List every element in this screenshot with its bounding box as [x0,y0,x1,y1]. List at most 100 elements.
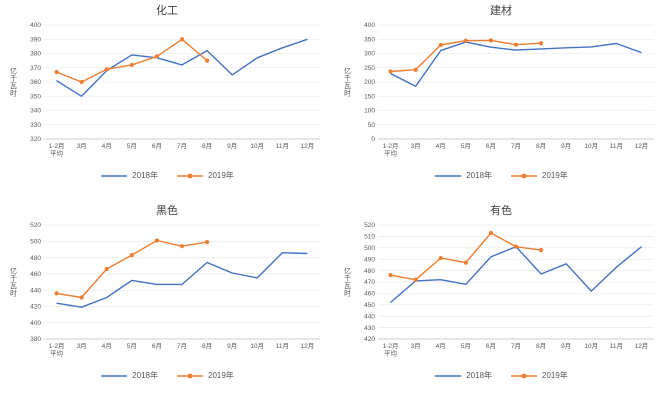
data-point [388,69,393,74]
y-tick-label: 520 [364,222,375,229]
data-point [204,58,210,63]
y-tick-label: 440 [30,287,41,294]
legend-line-2018-icon [435,374,462,377]
data-point [438,42,443,48]
data-point [538,41,544,46]
data-point [463,38,468,43]
y-tick-label: 400 [30,320,41,327]
data-point [413,277,418,282]
chart-canvas: 380 400 420 440 460 480 500 520 1-2月 平均 3月 4月 5月 6月 7月… [6,219,328,369]
x-tick-label: 5月 [461,342,471,350]
x-tick-label: 平均 [384,149,398,158]
y-axis-label: 亿千瓦时 [344,266,351,298]
x-tick-label: 10月 [584,342,598,350]
y-tick-label: 300 [364,51,375,58]
legend-item-2018: 2018年 [434,170,492,181]
y-tick-label: 50 [368,122,376,129]
data-point [54,291,59,296]
data-point [438,255,443,261]
y-tick-label: 440 [364,313,375,320]
x-tick-label: 9月 [227,142,237,150]
y-tick-label: 340 [30,108,41,115]
chart-panel-chemical: 化工 320 330 340 350 360 370 380 390 400 1-2月 平均 3月 4月… [0,0,334,200]
x-tick-label: 11月 [276,342,289,350]
legend-label-2019: 2019年 [542,371,568,380]
data-point [513,244,519,249]
data-point [79,79,84,85]
y-tick-label: 0 [371,136,375,143]
legend-item-2018: 2018年 [100,370,158,381]
legend-item-2019: 2019年 [510,170,568,181]
legend-label-2019: 2019年 [542,171,568,180]
x-tick-label: 7月 [177,342,187,350]
legend-line-2018-icon [101,374,128,377]
legend-line-2019-icon [511,373,537,378]
legend-line-2018-icon [435,174,462,177]
chart-title: 黑色 [156,205,178,217]
y-tick-label: 430 [364,325,375,332]
x-tick-label: 1-2月 [49,342,65,350]
x-tick-label: 10月 [250,142,264,150]
x-tick-label: 7月 [177,142,187,150]
x-tick-label: 1-2月 [383,142,399,150]
x-tick-label: 8月 [202,142,212,150]
y-tick-label: 400 [30,22,41,29]
chart-canvas: 0 50 100 150 200 250 300 350 400 1-2月 平均 3月 4月 5月 6月 7月… [340,19,662,169]
data-point [154,238,160,243]
data-point [129,62,134,67]
legend-item-2019: 2019年 [176,370,234,381]
y-axis-label: 亿千瓦时 [10,266,17,298]
legend-line-2018-icon [101,174,128,177]
y-tick-label: 520 [30,222,41,229]
y-tick-label: 370 [30,65,41,72]
x-tick-label: 4月 [102,342,112,350]
x-tick-label: 7月 [511,142,521,150]
x-tick-label: 平均 [50,349,64,358]
chart-panel-nonferrous: 有色 420 430 440 450 460 470 480 490 500 510 520 1-2月… [334,200,668,400]
y-tick-label: 100 [364,108,375,115]
x-tick-label: 11月 [610,342,623,350]
chart-title: 建材 [490,5,512,17]
legend-item-2018: 2018年 [434,370,492,381]
data-point [488,38,494,43]
series-line-1 [56,239,208,299]
x-tick-label: 8月 [202,342,212,350]
data-point [54,69,59,75]
y-tick-label: 460 [364,291,375,298]
chart-title: 有色 [490,205,512,217]
x-tick-label: 6月 [486,342,496,350]
y-tick-label: 490 [364,256,375,263]
y-tick-label: 350 [30,93,41,100]
x-tick-label: 3月 [411,342,421,350]
x-tick-label: 10月 [584,142,598,150]
x-tick-label: 4月 [436,142,446,150]
series-line-0 [56,252,308,308]
series-line-1 [390,39,542,73]
data-point [463,260,468,265]
y-tick-label: 450 [364,302,375,309]
x-tick-label: 11月 [610,142,623,150]
x-tick-label: 6月 [152,342,162,350]
y-tick-label: 500 [30,238,41,245]
data-point [388,273,393,278]
chart-canvas: 320 330 340 350 360 370 380 390 400 1-2月 平均 3月 4月 5月 6… [6,19,328,169]
x-tick-label: 9月 [561,142,571,150]
data-point [104,266,109,272]
legend-label-2018: 2018年 [132,371,158,380]
y-tick-label: 420 [364,336,375,343]
y-tick-label: 460 [30,271,41,278]
x-tick-label: 6月 [486,142,496,150]
y-tick-label: 320 [30,136,41,143]
x-tick-label: 平均 [384,349,398,358]
y-axis-label: 亿千瓦时 [10,66,17,98]
chart-panel-ferrous: 黑色 380 400 420 440 460 480 500 520 1-2月 平均 3月 4月 5月 6… [0,200,334,400]
series-line-0 [56,38,308,97]
legend-line-2019-icon [177,373,203,378]
data-point [204,240,210,245]
x-tick-label: 6月 [152,142,162,150]
y-tick-label: 380 [30,336,41,343]
y-tick-label: 420 [30,304,41,311]
